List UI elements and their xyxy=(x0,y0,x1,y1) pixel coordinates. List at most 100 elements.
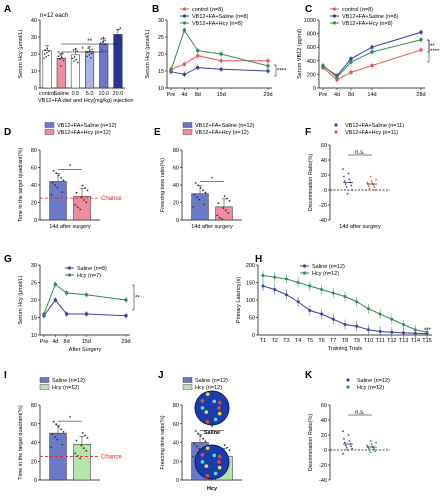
data-point xyxy=(344,183,347,185)
maze-heat-spot xyxy=(217,406,221,410)
panel-label-c: C xyxy=(305,4,312,15)
y-tick-label: 100 xyxy=(246,298,255,304)
bar xyxy=(85,51,95,89)
y-tick-label: -40 xyxy=(319,218,327,224)
data-point xyxy=(64,291,69,295)
data-point xyxy=(102,36,105,39)
data-point xyxy=(370,45,374,49)
data-point xyxy=(370,63,374,68)
x-tick-label: control xyxy=(39,91,56,97)
data-point xyxy=(43,53,46,55)
data-point xyxy=(60,177,62,179)
data-point xyxy=(342,452,344,455)
maze-heat-spot xyxy=(212,399,217,404)
legend-marker xyxy=(346,378,350,382)
x-axis-label: Training Trials xyxy=(328,346,363,352)
data-point xyxy=(115,41,118,43)
data-point xyxy=(46,47,49,50)
data-point xyxy=(81,184,84,187)
data-point xyxy=(72,49,75,51)
data-point xyxy=(54,436,56,438)
data-point xyxy=(378,330,382,333)
bar xyxy=(73,444,91,481)
data-point xyxy=(196,48,200,53)
x-tick-label: T8 xyxy=(342,338,348,344)
legend-swatch xyxy=(44,129,55,135)
data-point xyxy=(101,49,103,51)
data-point xyxy=(71,57,74,60)
data-point xyxy=(419,30,423,34)
legend-label: control (n=8) xyxy=(342,7,373,13)
data-point xyxy=(79,457,82,460)
y-tick-label: 20 xyxy=(173,459,179,465)
x-tick-label: T13 xyxy=(399,338,408,344)
data-point xyxy=(56,186,59,189)
y-tick-label: 40 xyxy=(31,18,37,24)
data-point xyxy=(261,274,265,277)
x-axis-label: 14d after surgery xyxy=(191,224,233,230)
panel-label-k: K xyxy=(305,370,313,381)
maze-saline-label: Saline xyxy=(204,430,220,436)
maze-heat-spot xyxy=(200,406,205,410)
data-point xyxy=(355,300,359,304)
data-point xyxy=(266,59,270,63)
data-point xyxy=(284,293,288,297)
data-point xyxy=(196,445,198,448)
panel-label-a: A xyxy=(4,4,11,15)
data-point xyxy=(197,184,200,187)
data-point xyxy=(88,54,91,56)
data-point xyxy=(350,445,353,448)
data-point xyxy=(58,51,60,53)
data-point xyxy=(84,187,86,189)
legend-swatch xyxy=(182,384,193,390)
legend-label: VB12+FA+Saline (n=12) xyxy=(57,123,117,129)
data-point xyxy=(296,300,300,304)
legend-marker xyxy=(332,21,337,25)
data-point xyxy=(223,444,226,446)
data-point xyxy=(57,55,60,57)
data-point xyxy=(74,203,77,206)
x-tick-label: 20.0 xyxy=(113,91,124,97)
data-point xyxy=(204,191,207,194)
data-point xyxy=(182,62,187,66)
y-axis-label: Serum Hcy (μmol/L) xyxy=(145,29,151,78)
data-point xyxy=(343,295,347,298)
bar xyxy=(56,58,66,89)
data-point xyxy=(86,55,88,58)
data-point xyxy=(203,203,206,206)
sig-label: **** xyxy=(277,69,287,75)
data-point xyxy=(367,185,370,188)
data-point xyxy=(84,312,89,316)
data-point xyxy=(116,37,118,39)
data-point xyxy=(81,431,84,434)
data-point xyxy=(402,323,406,326)
data-point xyxy=(104,50,107,53)
data-point xyxy=(194,182,197,184)
legend-marker xyxy=(302,264,307,268)
x-tick-label: 28d xyxy=(416,92,425,98)
data-point xyxy=(84,434,86,437)
data-point xyxy=(48,50,50,53)
data-point xyxy=(99,42,102,44)
y-tick-label: 0 xyxy=(34,478,37,484)
y-axis-label: Freezing time ratio(%) xyxy=(160,415,166,469)
x-tick-label: 29d xyxy=(121,339,130,345)
data-point xyxy=(118,35,121,38)
data-point xyxy=(343,323,347,326)
maze-heat-spot xyxy=(217,411,222,416)
x-tick-label: 4d xyxy=(181,92,187,98)
legend-label: VB12+FA+Hcy (n=8) xyxy=(192,21,243,27)
legend-label: Hcy (n=12) xyxy=(357,385,384,391)
legend-marker xyxy=(182,21,187,25)
data-point xyxy=(87,47,90,49)
y-tick-label: 25 xyxy=(31,281,37,287)
y-axis-label: Serum Hcy (μmol/L) xyxy=(18,29,24,78)
y-tick-label: 15 xyxy=(31,316,37,322)
data-point xyxy=(223,195,226,198)
data-point xyxy=(266,64,270,68)
data-point xyxy=(368,449,371,451)
x-tick-label: 0.5 xyxy=(72,91,80,97)
legend-marker xyxy=(346,385,350,389)
y-axis-label: Discrimination Ratio(%) xyxy=(308,154,314,212)
bar xyxy=(70,54,80,89)
